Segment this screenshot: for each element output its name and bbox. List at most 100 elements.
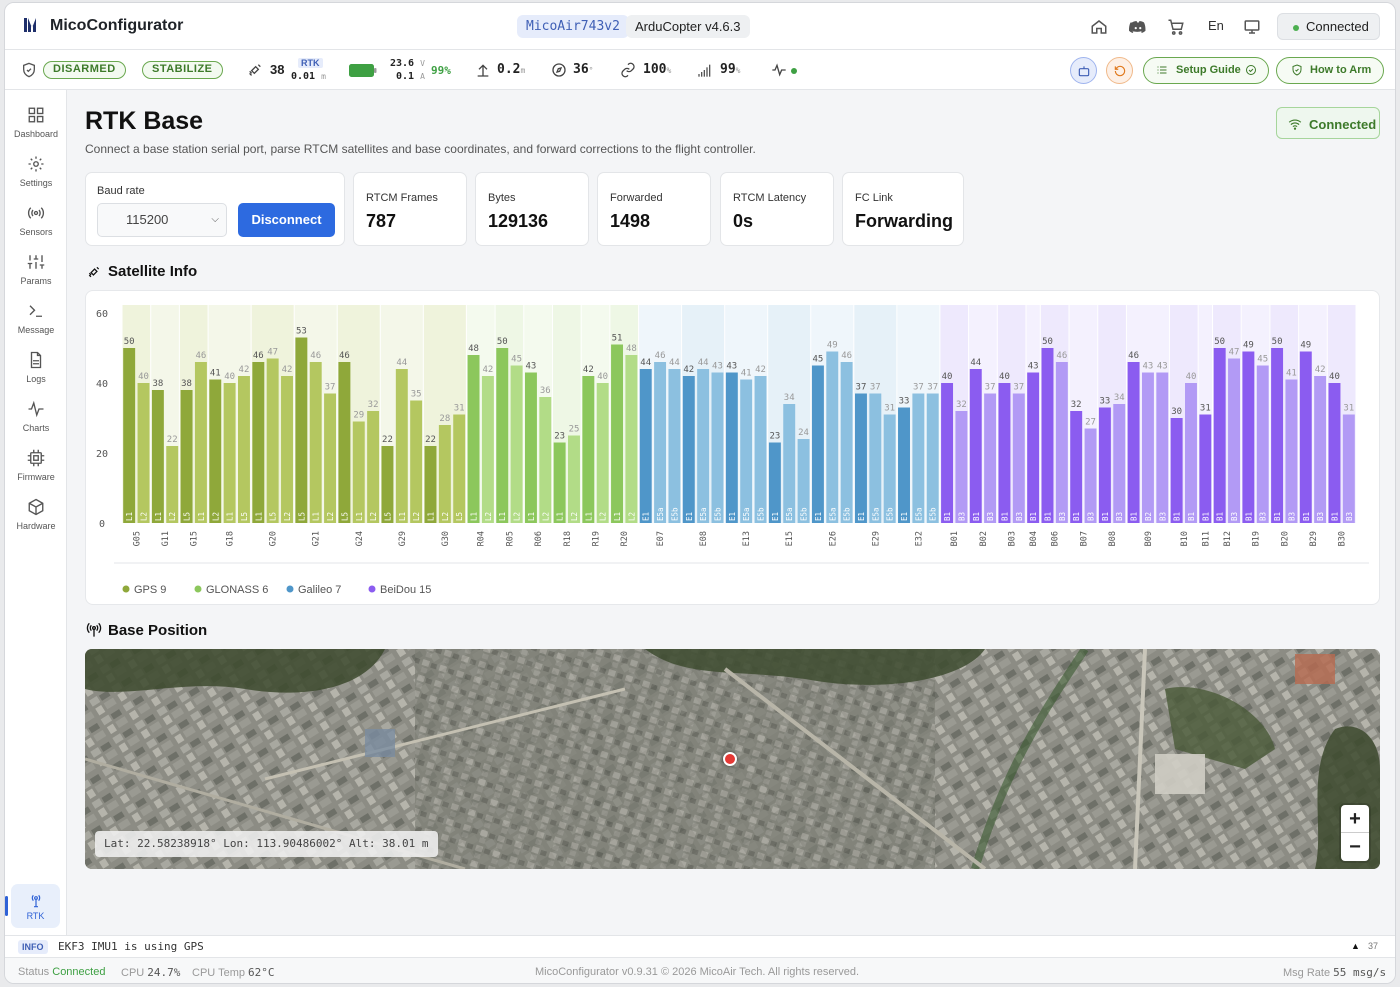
satellite-id-label: B29 xyxy=(1309,531,1319,546)
signal-value-label: 41 xyxy=(1286,369,1297,379)
satellite-id-label: G11 xyxy=(161,531,171,546)
signal-bar xyxy=(424,446,437,523)
sidebar-item-rtk[interactable]: RTK xyxy=(5,884,60,928)
signal-bar xyxy=(223,383,236,523)
sidebar-item-firmware[interactable]: Firmware xyxy=(5,449,67,495)
base-position-map[interactable]: Lat: 22.58238918° Lon: 113.90486002° Alt… xyxy=(85,649,1380,869)
signal-value-label: 42 xyxy=(683,365,694,375)
sidebar-item-hardware[interactable]: Hardware xyxy=(5,498,67,544)
satellite-count: 38 xyxy=(270,62,285,77)
signal-value-label: 45 xyxy=(511,355,522,365)
robot-button[interactable] xyxy=(1070,57,1097,84)
signal-value-label: 41 xyxy=(741,369,752,379)
sidebar-item-settings[interactable]: Settings xyxy=(5,155,67,201)
signal-bar xyxy=(1299,351,1312,523)
signal-value-label: 44 xyxy=(640,358,651,368)
signal-bar xyxy=(783,404,796,523)
signal-value-label: 29 xyxy=(353,411,364,421)
signal-value-label: 31 xyxy=(454,404,465,414)
log-bar[interactable]: INFO EKF3 IMU1 is using GPS ▲ 37 xyxy=(5,935,1395,957)
page-subtitle: Connect a base station serial port, pars… xyxy=(85,142,756,156)
signal-value-label: 50 xyxy=(1272,337,1283,347)
language-switch[interactable]: En xyxy=(1208,18,1224,33)
signal-bar xyxy=(180,390,193,523)
cube-icon xyxy=(28,498,44,516)
satellite-info-heading: Satellite Info xyxy=(108,263,198,280)
signal-value-label: 43 xyxy=(712,362,723,372)
signal-bar xyxy=(395,369,408,523)
satellite-id-label: B12 xyxy=(1223,531,1233,546)
footer-cpu: CPU 24.7% xyxy=(121,966,181,979)
signal-bar xyxy=(151,390,164,523)
monitor-icon[interactable] xyxy=(1243,18,1261,36)
signal-bar xyxy=(984,393,997,523)
legend-label: BeiDou 15 xyxy=(380,584,431,596)
signal-value-label: 22 xyxy=(425,435,436,445)
discord-icon[interactable] xyxy=(1129,18,1147,36)
sidebar-item-logs[interactable]: Logs xyxy=(5,351,67,397)
disconnect-button[interactable]: Disconnect xyxy=(238,203,335,237)
signal-value-label: 42 xyxy=(239,365,250,375)
signal-band-label: L1 xyxy=(154,512,163,521)
signal-value-label: 32 xyxy=(956,400,967,410)
sidebar-item-dashboard[interactable]: Dashboard xyxy=(5,106,67,152)
signal-bar xyxy=(1271,348,1284,523)
signal-band-label: L5 xyxy=(297,512,306,521)
signal-bar xyxy=(654,362,667,523)
expand-up-icon[interactable]: ▲ xyxy=(1351,941,1360,951)
signal-band-label: E5a xyxy=(871,507,880,521)
signal-value-label: 37 xyxy=(913,383,924,393)
signal-value-label: 47 xyxy=(1229,348,1240,358)
satellite-id-label: B20 xyxy=(1280,531,1290,546)
zoom-out-button[interactable]: − xyxy=(1349,836,1361,858)
signal-band-label: L2 xyxy=(570,512,579,521)
base-location-marker[interactable] xyxy=(723,752,737,766)
satellite-id-label: E29 xyxy=(871,531,881,546)
signal-band-label: L1 xyxy=(312,512,321,521)
satellite-chart-card: 0 20 40 60 50 L1 40 L2 G05 38 L1 22 L2 G11 38 L5 46 L1 G15… xyxy=(85,290,1380,605)
signal-bar xyxy=(281,376,293,523)
signal-value-label: 37 xyxy=(325,383,336,393)
how-to-arm-button[interactable]: How to Arm xyxy=(1276,57,1384,84)
cart-icon[interactable] xyxy=(1167,18,1185,36)
signal-value-label: 48 xyxy=(626,344,637,354)
signal-value-label: 37 xyxy=(870,383,881,393)
sidebar-item-message[interactable]: Message xyxy=(5,302,67,348)
sidebar-item-charts[interactable]: Charts xyxy=(5,400,67,446)
signal-band-label: B1 xyxy=(1044,512,1053,521)
signal-band-label: L5 xyxy=(269,512,278,521)
signal-value-label: 33 xyxy=(899,397,910,407)
signal-band-label: B1 xyxy=(1273,512,1282,521)
signal-bar xyxy=(381,446,394,523)
signal-value-label: 47 xyxy=(267,348,278,358)
signal-bar xyxy=(926,393,939,523)
signal-band-label: E5b xyxy=(713,507,722,521)
signal-value-label: 43 xyxy=(1028,362,1039,372)
signal-value-label: 46 xyxy=(1056,351,1067,361)
setup-guide-button[interactable]: Setup Guide xyxy=(1143,57,1269,84)
signal-band-label: L2 xyxy=(412,512,421,521)
reset-button[interactable] xyxy=(1106,57,1133,84)
sidebar-item-params[interactable]: Params xyxy=(5,253,67,299)
satellite-id-label: R19 xyxy=(592,531,602,546)
signal-band-label: L2 xyxy=(541,512,550,521)
satellite-id-label: B08 xyxy=(1108,531,1118,546)
signal-band-label: E1 xyxy=(685,512,694,521)
zoom-in-button[interactable]: + xyxy=(1341,805,1369,833)
signal-value-label: 46 xyxy=(195,351,206,361)
signal-value-label: 44 xyxy=(698,358,709,368)
signal-bar xyxy=(941,383,954,523)
signal-bar xyxy=(740,379,753,523)
satellite-id-label: R18 xyxy=(563,531,573,546)
signal-bar xyxy=(510,365,523,523)
connection-button[interactable]: Connected xyxy=(1277,13,1380,40)
signal-bar xyxy=(639,369,652,523)
sidebar-item-sensors[interactable]: Sensors xyxy=(5,204,67,250)
home-icon[interactable] xyxy=(1090,18,1108,36)
signal-value-label: 23 xyxy=(554,432,565,442)
baud-rate-select[interactable]: 115200 ⌵ xyxy=(97,203,227,237)
link-icon xyxy=(621,62,635,78)
flight-mode-badge[interactable]: STABILIZE xyxy=(142,61,223,79)
connection-dot-icon xyxy=(1293,25,1299,31)
app-logo-icon xyxy=(24,18,36,32)
